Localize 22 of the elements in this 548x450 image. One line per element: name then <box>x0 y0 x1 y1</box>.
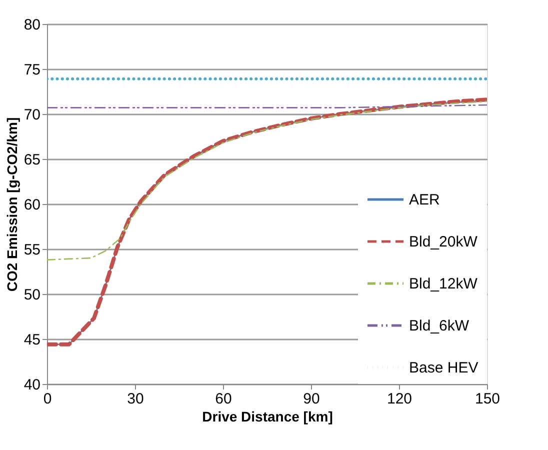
x-tick-label: 90 <box>303 390 320 408</box>
x-tick-label: 120 <box>386 390 412 408</box>
legend-label: Bld_12kW <box>409 276 478 292</box>
y-tick-label: 65 <box>24 152 40 168</box>
x-tick-label: 60 <box>215 390 232 408</box>
x-tick-label: 30 <box>127 390 144 408</box>
x-tick-label: 150 <box>474 390 500 408</box>
y-tick-label: 55 <box>24 242 40 258</box>
legend-label: Bld_6kW <box>409 318 470 334</box>
legend-label: Bld_20kW <box>409 234 478 250</box>
y-tick-label: 45 <box>24 332 40 348</box>
y-tick-label: 50 <box>24 286 40 304</box>
legend-label: Base HEV <box>409 360 478 376</box>
x-tick-label: 0 <box>43 390 52 408</box>
y-axis-title: CO2 Emission [g-CO2/km] <box>4 117 20 292</box>
y-tick-label: 80 <box>24 16 40 34</box>
y-tick-label: 70 <box>24 106 40 124</box>
x-axis-title: Drive Distance [km] <box>202 408 333 424</box>
y-tick-label: 75 <box>24 62 40 78</box>
y-tick-label: 40 <box>24 376 40 394</box>
legend-label: AER <box>409 192 440 208</box>
y-tick-label: 60 <box>24 196 40 214</box>
